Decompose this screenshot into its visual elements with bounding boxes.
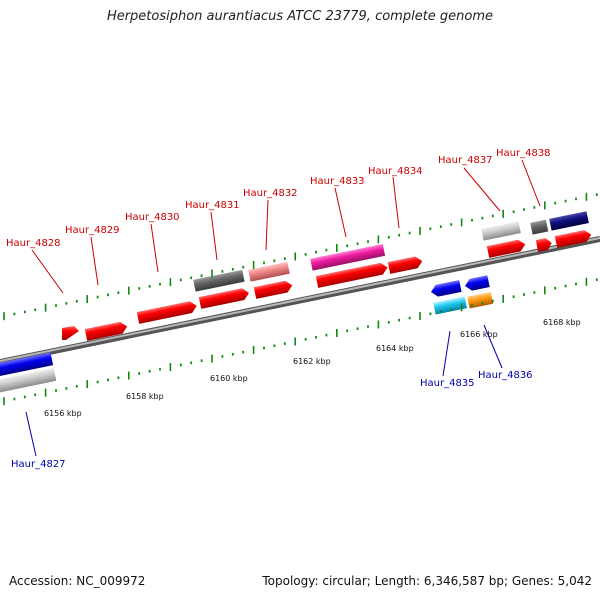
gene-label-haur-4831[interactable]: Haur_4831: [185, 200, 240, 211]
tick-label-6168: 6168 kbp: [543, 318, 581, 327]
tick-label-6158: 6158 kbp: [126, 392, 164, 401]
tick-label-6160: 6160 kbp: [210, 374, 248, 383]
tick-label-6164: 6164 kbp: [376, 344, 414, 353]
gene-label-haur-4837[interactable]: Haur_4837: [438, 155, 493, 166]
gene-haur-4836-block[interactable]: [464, 275, 490, 292]
gene-label-haur-4830[interactable]: Haur_4830: [125, 212, 180, 223]
genome-backbone-highlight: [0, 237, 600, 362]
gene-label-haur-4834[interactable]: Haur_4834: [368, 166, 423, 177]
gene-haur-4832-secondary[interactable]: [248, 261, 290, 282]
gene-label-haur-4838[interactable]: Haur_4838: [496, 148, 551, 159]
gene-haur-4838b-block[interactable]: [554, 229, 593, 248]
tick-label-6156: 6156 kbp: [44, 409, 82, 418]
map-title: Herpetosiphon aurantiacus ATCC 23779, co…: [106, 9, 494, 24]
gene-label-haur-4836[interactable]: Haur_4836: [478, 370, 533, 381]
gene-label-haur-4833[interactable]: Haur_4833: [310, 176, 365, 187]
gene-haur-4836-secondary[interactable]: [467, 291, 494, 309]
topology-text: Topology: circular; Length: 6,346,587 bp…: [262, 574, 592, 588]
gene-labels: Haur_4828 Haur_4829 Haur_4830 Haur_4831 …: [6, 148, 551, 470]
gene-haur-4835-block[interactable]: [430, 280, 462, 298]
gene-label-haur-4827[interactable]: Haur_4827: [11, 459, 66, 470]
gene-haur-4837-block[interactable]: [486, 238, 527, 258]
gene-haur-4831-secondary[interactable]: [193, 269, 245, 292]
gene-haur-4828-block[interactable]: [62, 326, 79, 340]
gene-label-haur-4828[interactable]: Haur_4828: [6, 238, 61, 249]
gene-features: [0, 211, 593, 394]
gene-label-haur-4832[interactable]: Haur_4832: [243, 188, 298, 199]
gene-haur-4833-secondary[interactable]: [310, 244, 386, 271]
gene-haur-4838b-secondary[interactable]: [549, 211, 589, 231]
gene-haur-4830-block[interactable]: [136, 300, 198, 324]
gene-haur-4834-block[interactable]: [387, 255, 424, 274]
gene-haur-4838a-block[interactable]: [535, 237, 553, 252]
gene-label-haur-4835[interactable]: Haur_4835: [420, 378, 475, 389]
gene-haur-4833-block[interactable]: [315, 262, 389, 288]
gene-haur-4832-block[interactable]: [253, 279, 294, 299]
gene-haur-4827-block[interactable]: [0, 352, 54, 378]
gene-haur-4835-secondary[interactable]: [433, 296, 467, 315]
gene-haur-4831-block[interactable]: [198, 287, 250, 309]
accession-text: Accession: NC_009972: [9, 574, 146, 588]
gene-haur-4827-secondary[interactable]: [0, 368, 57, 394]
gene-haur-4838a-secondary[interactable]: [530, 219, 549, 235]
tick-label-6166: 6166 kbp: [460, 330, 498, 339]
tick-labels: 6156 kbp 6158 kbp 6160 kbp 6162 kbp 6164…: [44, 318, 581, 418]
tick-label-6162: 6162 kbp: [293, 357, 331, 366]
tick-rows: [3, 192, 598, 406]
label-leader-lines: [25, 159, 541, 457]
gene-haur-4837-secondary[interactable]: [481, 221, 521, 241]
gene-label-haur-4829[interactable]: Haur_4829: [65, 225, 120, 236]
gene-haur-4829-block[interactable]: [84, 321, 129, 341]
